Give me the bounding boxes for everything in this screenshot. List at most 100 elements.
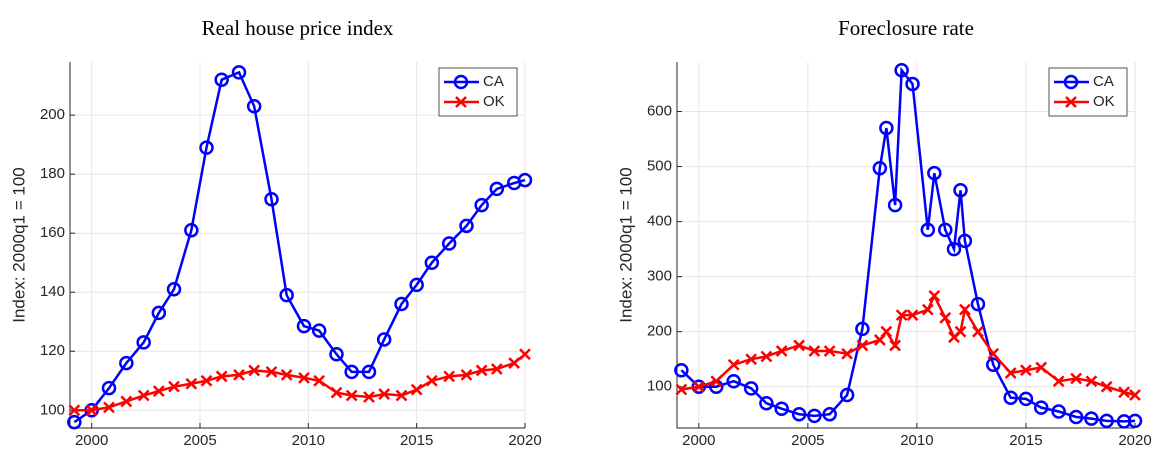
series xyxy=(675,290,1141,401)
marker xyxy=(1035,361,1048,374)
marker xyxy=(152,385,165,397)
marker xyxy=(1127,413,1143,429)
marker xyxy=(185,377,198,390)
marker xyxy=(1129,389,1141,401)
marker xyxy=(474,197,489,213)
marker xyxy=(727,358,740,371)
marker xyxy=(233,368,245,381)
x-tick-label: 2005 xyxy=(791,432,824,449)
marker xyxy=(946,241,962,257)
marker xyxy=(184,222,199,238)
marker xyxy=(1018,391,1034,407)
marker xyxy=(895,309,908,322)
x-tick-label: 2015 xyxy=(1009,432,1042,449)
marker xyxy=(957,233,973,249)
marker xyxy=(67,414,82,430)
marker xyxy=(85,404,98,417)
marker xyxy=(363,391,375,403)
marker xyxy=(395,389,408,402)
chart-title: Foreclosure rate xyxy=(838,16,974,40)
marker xyxy=(879,120,894,136)
marker xyxy=(880,325,893,338)
marker xyxy=(793,339,806,352)
marker xyxy=(987,347,1000,360)
marker xyxy=(1070,372,1082,385)
marker xyxy=(311,323,327,338)
marker xyxy=(137,389,150,402)
legend-marker xyxy=(1065,96,1077,108)
legend-label: CA xyxy=(1093,73,1114,90)
marker xyxy=(1051,404,1066,419)
marker xyxy=(394,296,409,312)
y-tick-label: 300 xyxy=(647,268,672,285)
marker xyxy=(954,325,967,338)
marker xyxy=(298,371,310,384)
marker xyxy=(475,364,488,377)
marker xyxy=(985,357,1001,372)
marker xyxy=(409,277,424,293)
marker xyxy=(279,287,294,303)
marker xyxy=(199,140,214,155)
marker xyxy=(791,406,807,422)
marker xyxy=(928,290,941,302)
legend xyxy=(1048,67,1128,117)
y-axis-label: Index: 2000q1 = 100 xyxy=(9,167,28,323)
marker xyxy=(119,355,134,371)
chart-title: Real house price index xyxy=(202,16,394,40)
marker xyxy=(265,366,278,378)
marker xyxy=(344,364,359,380)
marker xyxy=(280,368,293,381)
marker xyxy=(855,321,870,337)
marker xyxy=(970,296,986,312)
marker xyxy=(519,348,531,361)
y-tick-label: 160 xyxy=(40,224,65,241)
marker xyxy=(856,339,869,352)
marker xyxy=(839,387,855,403)
series xyxy=(68,348,531,417)
marker xyxy=(103,401,115,414)
y-tick-label: 600 xyxy=(647,103,672,120)
marker xyxy=(508,357,521,369)
marker xyxy=(361,364,377,380)
marker xyxy=(1085,375,1098,388)
marker xyxy=(822,406,837,422)
y-tick-label: 500 xyxy=(647,158,672,175)
marker xyxy=(215,370,228,383)
marker xyxy=(1068,409,1084,425)
marker xyxy=(460,368,473,381)
marker xyxy=(101,380,117,396)
axes xyxy=(69,62,525,429)
marker xyxy=(345,389,358,402)
x-tick-label: 2000 xyxy=(75,432,108,449)
marker xyxy=(68,404,81,417)
marker xyxy=(927,165,942,181)
marker xyxy=(517,172,533,188)
marker xyxy=(441,236,457,251)
legend-label: CA xyxy=(483,73,504,90)
series xyxy=(674,63,1143,429)
marker xyxy=(938,222,953,238)
legend-label: OK xyxy=(483,93,505,110)
marker xyxy=(808,345,821,357)
marker xyxy=(959,303,971,316)
marker xyxy=(675,383,688,396)
marker xyxy=(376,332,392,347)
marker xyxy=(841,347,853,360)
marker xyxy=(872,160,888,176)
marker xyxy=(330,386,343,399)
y-tick-label: 100 xyxy=(647,378,672,395)
marker xyxy=(246,99,262,114)
marker xyxy=(231,65,247,80)
y-tick-label: 100 xyxy=(40,401,65,418)
y-tick-label: 180 xyxy=(40,165,65,182)
x-tick-label: 2010 xyxy=(292,432,325,449)
y-tick-label: 200 xyxy=(647,323,672,340)
marker xyxy=(726,373,741,389)
marker xyxy=(743,381,759,396)
y-axis-label: Index: 2000q1 = 100 xyxy=(616,167,635,323)
marker xyxy=(313,374,326,387)
line xyxy=(680,66,1136,423)
legend-marker xyxy=(453,74,469,90)
y-tick-label: 140 xyxy=(40,283,65,300)
